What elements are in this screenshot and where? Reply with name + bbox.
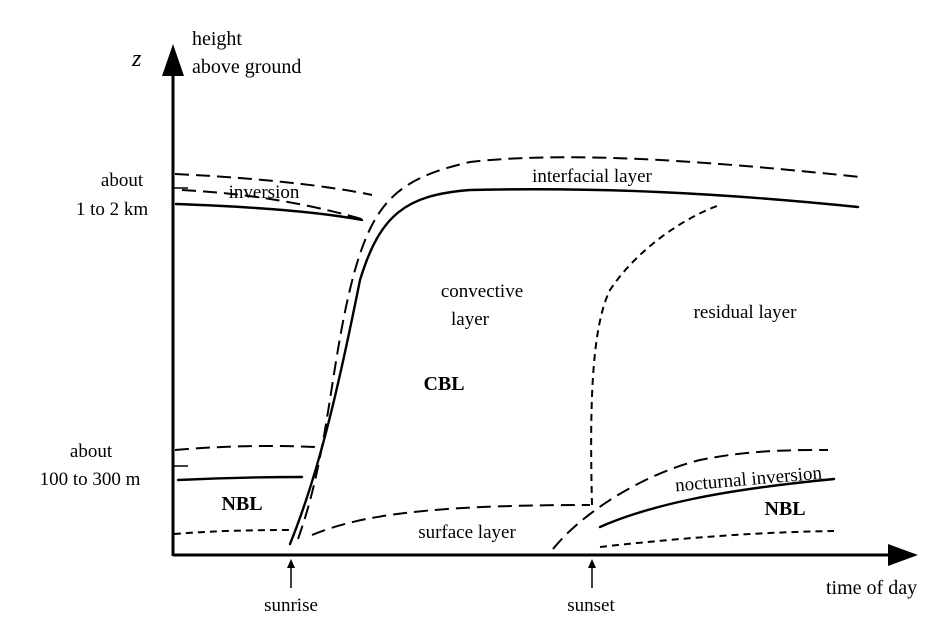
cbl-top-dashed [297,156,861,540]
cbl-base-line [288,188,860,546]
inversion-top-dashed [174,173,373,196]
nocturnal-top-dashed [552,449,829,550]
convective-label-line2: layer [451,309,490,330]
inversion-base-line [174,202,364,222]
upper-height-line2: 1 to 2 km [76,199,149,220]
lower-height-line2: 100 to 300 m [40,469,141,490]
nocturnal-inversion-label: nocturnal inversion [674,463,823,497]
nocturnal-inversion-line [598,477,836,529]
residual-layer-label: residual layer [694,302,798,323]
convective-label-line1: convective [441,281,523,302]
y-axis-label-line2: above ground [192,56,301,78]
interfacial-layer-label: interfacial layer [532,166,652,187]
sunrise-label: sunrise [264,595,318,616]
nbl-left-label: NBL [221,493,262,515]
y-axis-arrow-icon [162,44,184,76]
x-axis-label: time of day [826,577,917,599]
cbl-label: CBL [423,373,464,395]
x-axis-arrow-icon [888,544,918,566]
z-symbol: z [131,46,142,72]
y-axis-label-line1: height [192,28,242,50]
lower-base-line [176,475,304,482]
lower-top-dashed [174,445,316,451]
inversion-mid-dashed [181,189,366,221]
nbl-right-label: NBL [764,498,805,520]
nocturnal-bottom-dashed [599,530,835,548]
lower-height-line1: about [70,441,113,462]
nbl-left-bottom-dashed [173,529,291,535]
upper-height-line1: about [101,170,144,191]
sunset-arrow-icon [588,559,596,568]
residual-boundary-dashed [590,204,721,506]
sunset-label: sunset [567,595,615,616]
surface-layer-label: surface layer [418,522,516,543]
sunrise-arrow-icon [287,559,295,568]
inversion-label: inversion [229,182,300,203]
